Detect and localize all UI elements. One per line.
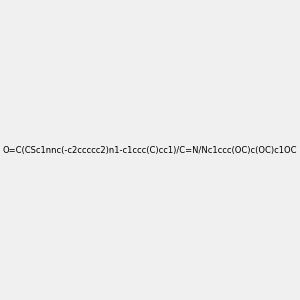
Text: O=C(CSc1nnc(-c2ccccc2)n1-c1ccc(C)cc1)/C=N/Nc1ccc(OC)c(OC)c1OC: O=C(CSc1nnc(-c2ccccc2)n1-c1ccc(C)cc1)/C=…: [3, 146, 297, 154]
